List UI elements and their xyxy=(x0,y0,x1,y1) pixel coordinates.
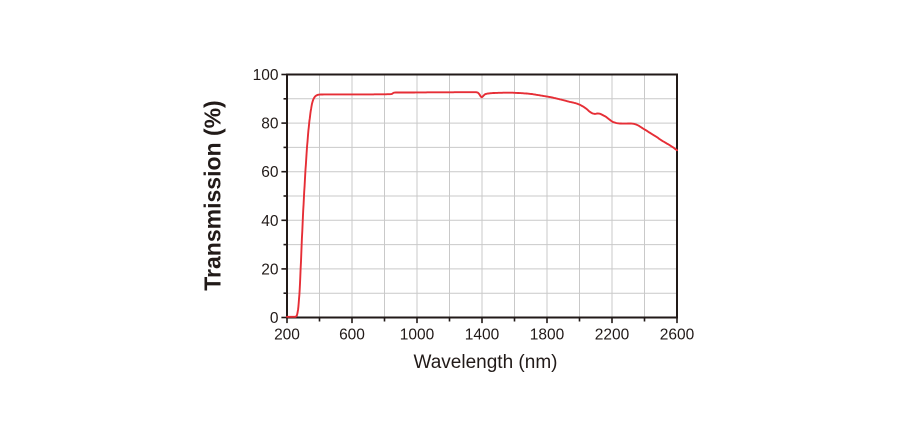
svg-text:40: 40 xyxy=(261,213,279,230)
svg-text:2600: 2600 xyxy=(660,327,695,344)
svg-text:Transmission (%): Transmission (%) xyxy=(200,100,226,290)
svg-text:60: 60 xyxy=(261,164,279,181)
svg-text:600: 600 xyxy=(339,327,365,344)
svg-text:0: 0 xyxy=(270,310,279,327)
svg-text:200: 200 xyxy=(274,327,300,344)
svg-text:1400: 1400 xyxy=(465,327,500,344)
svg-text:1800: 1800 xyxy=(530,327,565,344)
svg-text:Wavelength (nm): Wavelength (nm) xyxy=(414,352,558,373)
svg-text:80: 80 xyxy=(261,116,279,133)
svg-text:2200: 2200 xyxy=(595,327,630,344)
svg-text:20: 20 xyxy=(261,261,279,278)
svg-text:100: 100 xyxy=(253,67,279,84)
svg-text:1000: 1000 xyxy=(400,327,435,344)
